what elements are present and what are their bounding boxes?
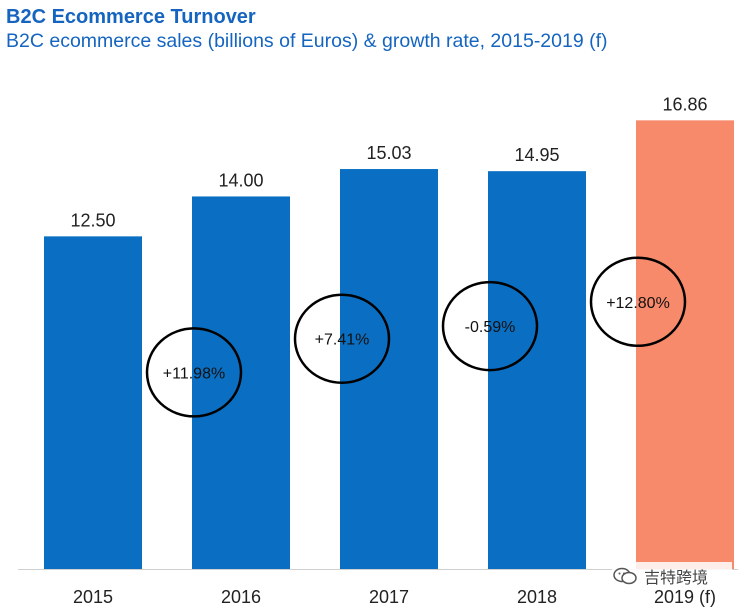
growth-rate-label: +12.80% xyxy=(606,295,670,312)
bar-2015 xyxy=(44,236,142,569)
x-tick-label: 2019 (f) xyxy=(654,587,716,607)
x-tick-label: 2018 xyxy=(517,587,557,607)
value-label: 14.95 xyxy=(514,145,559,165)
value-label: 12.50 xyxy=(70,210,115,230)
value-label: 16.86 xyxy=(662,94,707,114)
growth-circle xyxy=(589,256,687,348)
wechat-icon xyxy=(613,567,637,585)
growth-circle xyxy=(293,293,391,384)
growth-circle xyxy=(441,280,539,372)
growth-rate-label: +7.41% xyxy=(315,332,370,349)
growth-rate-label: +11.98% xyxy=(163,365,225,382)
chart-title: B2C Ecommerce Turnover xyxy=(6,6,256,28)
bar-2017 xyxy=(340,169,438,569)
value-label: 14.00 xyxy=(218,170,263,190)
watermark-text: 吉特跨境 xyxy=(644,570,709,587)
chart-subtitle: B2C ecommerce sales (billions of Euros) … xyxy=(6,30,608,52)
watermark: 吉特跨境 xyxy=(612,562,732,590)
growth-rate-label: -0.59% xyxy=(465,319,516,336)
x-tick-label: 2017 xyxy=(369,587,409,607)
value-label: 15.03 xyxy=(366,143,411,163)
growth-circle xyxy=(145,327,243,418)
x-tick-label: 2016 xyxy=(221,587,261,607)
x-tick-label: 2015 xyxy=(73,587,113,607)
bar-2018 xyxy=(488,171,586,570)
